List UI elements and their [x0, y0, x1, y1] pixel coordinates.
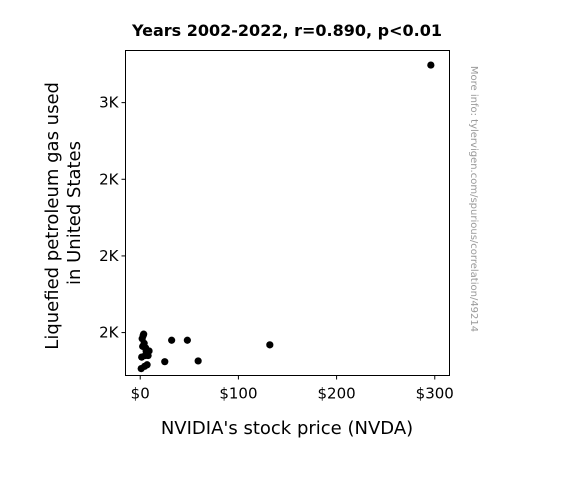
x-tick-label: $0: [131, 385, 150, 403]
x-tick-label: $200: [317, 385, 355, 403]
data-point: [183, 336, 191, 344]
data-point: [266, 341, 274, 349]
y-tick-label: 2K: [99, 324, 120, 342]
data-point: [161, 358, 169, 366]
data-point: [194, 357, 202, 365]
plot-area: [125, 50, 450, 376]
source-note: More info: tylervigen.com/spurious/corre…: [468, 66, 479, 332]
x-axis-ticks: $0 $100 $200 $300: [131, 375, 454, 403]
x-axis-label: NVIDIA's stock price (NVDA): [161, 418, 413, 439]
x-tick-label: $300: [416, 385, 454, 403]
data-point: [427, 61, 435, 69]
data-point: [145, 347, 153, 355]
y-axis-ticks: 2K 2K 2K 3K: [99, 94, 126, 342]
data-point: [140, 330, 148, 338]
y-tick-label: 3K: [99, 94, 120, 112]
data-points: [137, 61, 435, 373]
y-axis-label-line-2: in United States: [64, 141, 85, 285]
y-tick-label: 2K: [99, 247, 120, 265]
data-point: [168, 336, 176, 344]
data-point: [143, 361, 151, 369]
x-tick-label: $100: [219, 385, 257, 403]
y-tick-label: 2K: [99, 170, 120, 188]
y-axis-label: Liquefied petroleum gas used in United S…: [42, 76, 85, 349]
chart-title: Years 2002-2022, r=0.890, p<0.01: [131, 21, 442, 40]
y-axis-label-line-1: Liquefied petroleum gas used: [42, 82, 63, 350]
